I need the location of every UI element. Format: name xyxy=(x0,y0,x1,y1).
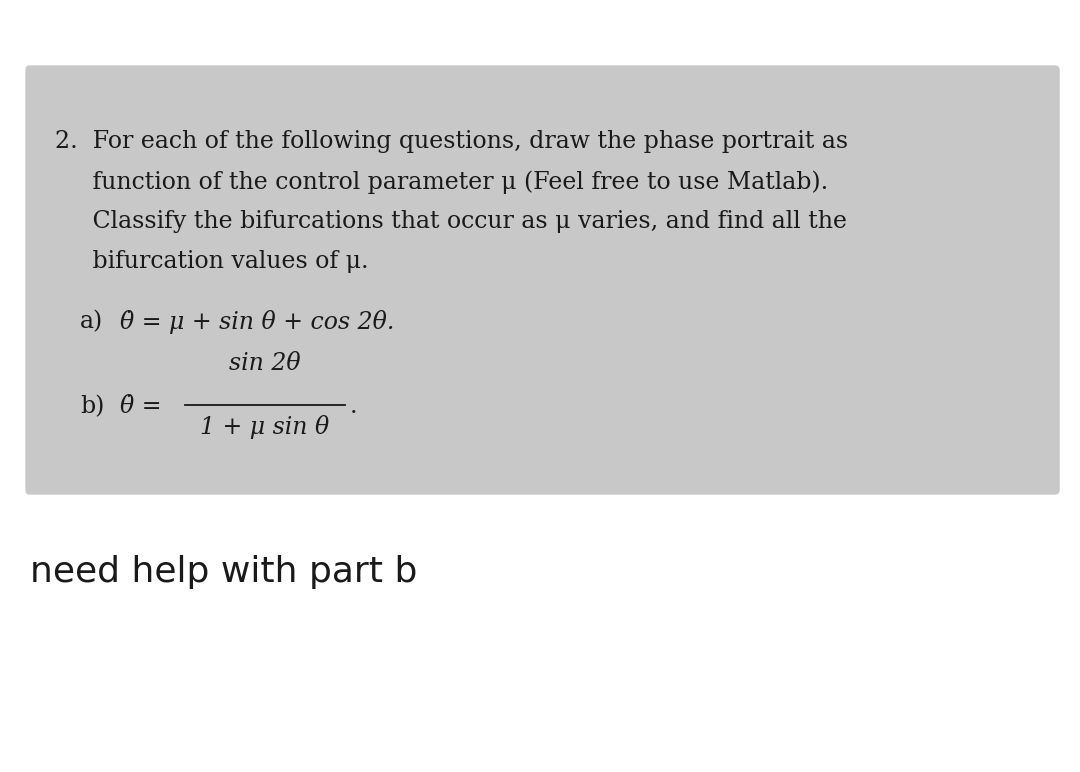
Text: function of the control parameter μ (Feel free to use Matlab).: function of the control parameter μ (Fee… xyxy=(55,170,828,194)
Text: θ̇ = μ + sin θ + cos 2θ.: θ̇ = μ + sin θ + cos 2θ. xyxy=(120,310,394,334)
Text: .: . xyxy=(350,395,357,418)
Text: b): b) xyxy=(80,395,105,418)
Text: θ̇ =: θ̇ = xyxy=(120,395,162,418)
FancyBboxPatch shape xyxy=(26,66,1059,494)
Text: a): a) xyxy=(80,310,104,333)
Text: 1 + μ sin θ: 1 + μ sin θ xyxy=(201,415,329,439)
Text: bifurcation values of μ.: bifurcation values of μ. xyxy=(55,250,368,273)
Text: 2.  For each of the following questions, draw the phase portrait as: 2. For each of the following questions, … xyxy=(55,130,848,153)
Text: Classify the bifurcations that occur as μ varies, and find all the: Classify the bifurcations that occur as … xyxy=(55,210,847,233)
Text: sin 2θ: sin 2θ xyxy=(229,352,301,375)
Text: need help with part b: need help with part b xyxy=(30,555,417,589)
